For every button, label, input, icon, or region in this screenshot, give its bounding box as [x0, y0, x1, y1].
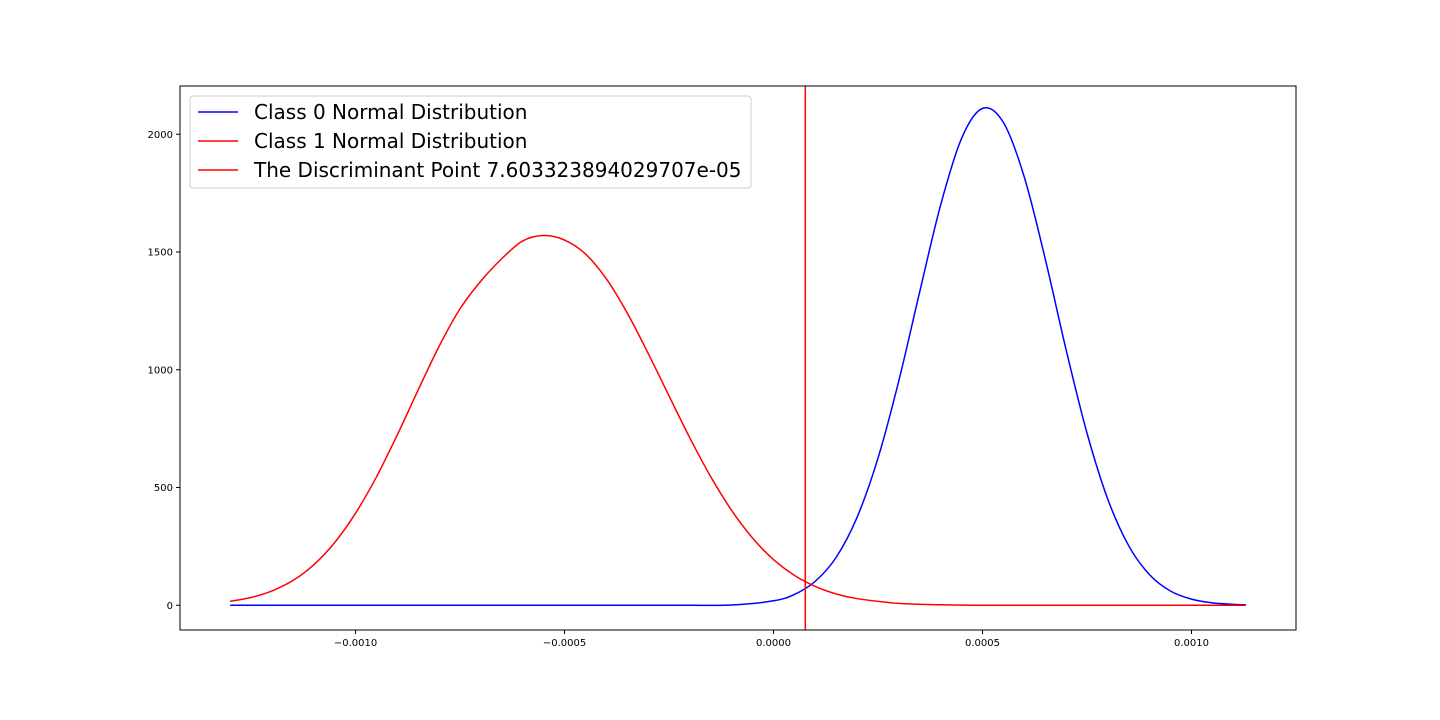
legend-label-discriminant: The Discriminant Point 7.603323894029707… — [253, 158, 742, 182]
y-tick-label: 1000 — [148, 365, 173, 376]
x-tick-label: 0.0000 — [756, 638, 791, 649]
series-layer — [230, 86, 1246, 630]
class-1-curve — [230, 234, 1246, 607]
y-tick-label: 0 — [167, 601, 173, 612]
y-tick-label: 2000 — [148, 130, 173, 141]
x-tick-label: −0.0010 — [334, 638, 377, 649]
plot-frame — [179, 85, 1297, 631]
legend: Class 0 Normal Distribution Class 1 Norma… — [189, 95, 752, 189]
legend-label-class-1: Class 1 Normal Distribution — [254, 129, 527, 153]
x-tick-label: −0.0005 — [543, 638, 586, 649]
x-tick-label: 0.0005 — [965, 638, 1000, 649]
legend-label-class-0: Class 0 Normal Distribution — [254, 100, 527, 124]
legend-box — [189, 95, 752, 189]
y-tick-label: 1500 — [148, 248, 173, 259]
x-tick-label: 0.0010 — [1174, 638, 1209, 649]
y-tick-label: 500 — [154, 483, 173, 494]
class-0-curve — [230, 107, 1246, 607]
ticks-layer: −0.0010 −0.0005 0.0000 0.0005 0.0010 0 500 1000… — [148, 130, 1209, 649]
